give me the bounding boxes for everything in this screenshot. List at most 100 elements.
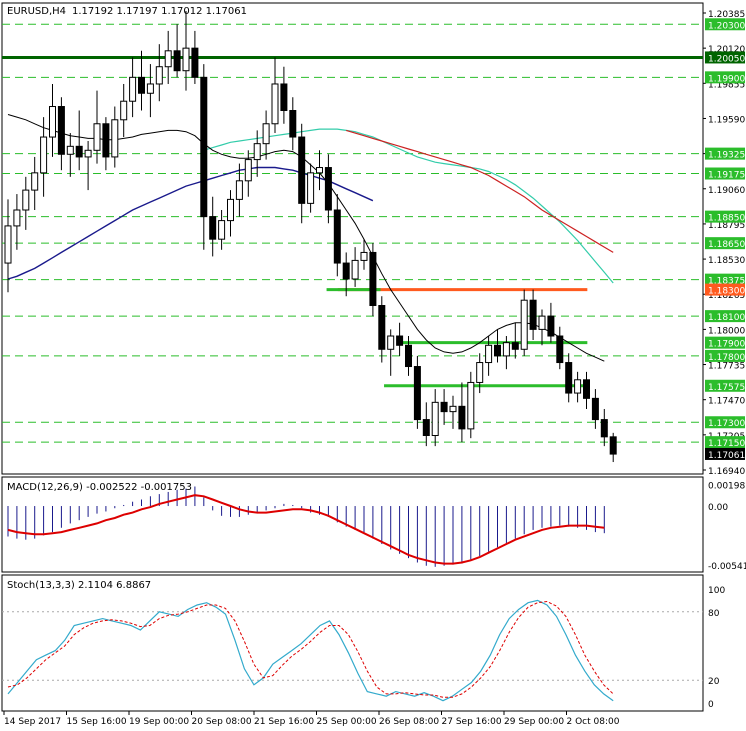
candle-body <box>200 76 208 218</box>
candle-body <box>155 66 163 85</box>
candle-body <box>333 209 341 264</box>
candle-body <box>235 180 243 200</box>
price-tag-label: 1.19900 <box>708 74 745 84</box>
price-tag-label: 1.17300 <box>708 419 745 429</box>
price-tag-label: 1.17061 <box>708 451 745 461</box>
candle-body <box>449 405 457 413</box>
stoch-signal-line <box>7 600 614 698</box>
price-tag <box>705 51 745 64</box>
candle-body <box>413 366 421 421</box>
candle-body <box>57 106 65 155</box>
x-tick-label: 20 Sep 08:00 <box>192 717 252 727</box>
candle-body <box>405 344 412 368</box>
price-tag-label: 1.18375 <box>708 277 745 287</box>
x-tick-label: 14 Sep 2017 <box>4 717 61 727</box>
panel-frames <box>1 2 704 712</box>
candle-body <box>93 123 101 151</box>
price-tick-label: 1.19590 <box>708 115 745 125</box>
price-panel-frame <box>1 2 704 475</box>
price-tick-label: 1.18265 <box>708 291 745 301</box>
price-panel[interactable] <box>2 11 703 463</box>
candle-body <box>22 189 30 211</box>
candle-body <box>84 149 92 158</box>
stoch-main-line <box>7 599 614 702</box>
candle-body <box>280 83 288 112</box>
candle-body <box>529 299 537 330</box>
candle-body <box>138 76 145 94</box>
x-tick-label: 25 Sep 00:00 <box>317 717 377 727</box>
candle-body <box>600 419 608 438</box>
price-tag <box>705 416 745 429</box>
price-tick-label: 1.20120 <box>708 45 745 55</box>
stoch-panel[interactable] <box>2 599 703 702</box>
candle-body <box>556 335 564 364</box>
candle-body <box>227 198 234 222</box>
x-tick-label: 21 Sep 16:00 <box>254 717 314 727</box>
candle-body <box>49 106 56 138</box>
price-tag <box>705 147 745 160</box>
price-tag-label: 1.18650 <box>708 240 745 250</box>
ma-teal-line <box>203 128 614 284</box>
candle-body <box>547 315 555 337</box>
candle-body <box>324 167 332 211</box>
price-tick-label: 1.18530 <box>708 256 745 266</box>
price-tick-label: 1.19855 <box>708 80 745 90</box>
price-tag <box>705 18 745 31</box>
candle-body <box>66 145 74 155</box>
candle-body <box>369 251 377 307</box>
x-tick-label: 29 Sep 00:00 <box>504 717 564 727</box>
price-tick-label: 1.19060 <box>708 186 745 196</box>
price-tag <box>705 167 745 180</box>
candle-body <box>289 110 297 138</box>
candle-body <box>244 159 252 182</box>
candle-body <box>271 83 279 125</box>
candle-body <box>342 262 350 280</box>
macd-tick-label: 0.00 <box>708 503 728 513</box>
candle-body <box>253 143 261 161</box>
price-tag-label: 1.19175 <box>708 171 745 181</box>
candle-body <box>298 136 306 204</box>
price-tag <box>705 447 745 460</box>
price-tag-label: 1.17900 <box>708 340 745 350</box>
candle-body <box>40 136 48 174</box>
candle-body <box>129 76 137 102</box>
price-tag-label: 1.18100 <box>708 313 745 323</box>
candle-body <box>609 436 617 455</box>
candle-body <box>13 209 21 227</box>
candle-body <box>111 119 119 158</box>
candle-body <box>502 342 510 357</box>
candle-body <box>351 259 359 280</box>
candle-body <box>583 379 590 399</box>
price-tag <box>705 237 745 250</box>
candle-body <box>209 216 217 240</box>
macd-panel[interactable] <box>7 486 605 567</box>
candle-body <box>458 405 466 430</box>
price-tag <box>705 349 745 362</box>
candle-body <box>218 220 226 240</box>
candle-body <box>182 47 190 72</box>
axis-labels: 1.20385 1.20120 1.19855 1.19590 1.19325 1.190… <box>3 10 746 727</box>
price-tag-label: 1.19325 <box>708 151 745 161</box>
candle-body <box>262 123 270 145</box>
candle-body <box>307 172 315 204</box>
price-tag <box>705 379 745 392</box>
candle-body <box>316 167 323 174</box>
symbol-label: EURUSD,H4 1.17192 1.17197 1.17012 1.17061 <box>7 6 247 17</box>
candle-body <box>75 145 83 158</box>
macd-panel-frame <box>1 476 704 573</box>
candle-body <box>476 362 484 383</box>
candle-body <box>146 83 154 94</box>
price-tick-label: 1.16940 <box>708 467 745 477</box>
price-tick-label: 1.17735 <box>708 362 745 372</box>
ma-red-line <box>346 129 614 253</box>
price-tag-label: 1.17575 <box>708 383 745 393</box>
x-tick-label: 15 Sep 16:00 <box>67 717 127 727</box>
candle-body <box>396 335 404 346</box>
candle-body <box>574 379 582 394</box>
price-tag <box>705 273 745 286</box>
price-tag <box>705 71 745 84</box>
candle-body <box>591 397 599 421</box>
price-tag-label: 1.20050 <box>708 54 745 64</box>
